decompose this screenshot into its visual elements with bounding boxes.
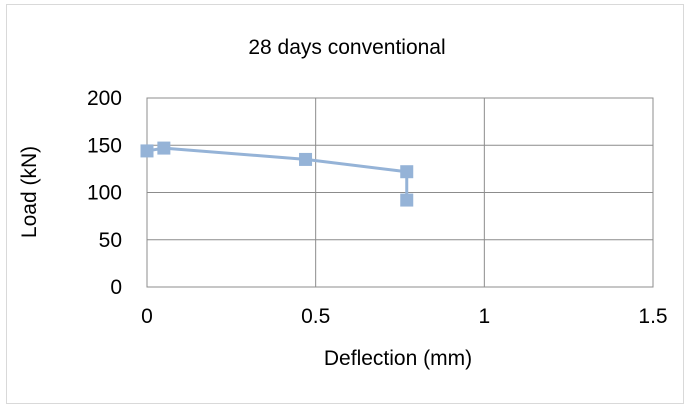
y-axis-ticks: 0 50 100 150 200 bbox=[87, 87, 122, 299]
plot-area bbox=[146, 97, 654, 288]
series-layer bbox=[140, 141, 414, 207]
data-point bbox=[299, 152, 313, 166]
x-tick-label: 1 bbox=[478, 305, 490, 328]
y-tick-label: 0 bbox=[110, 276, 122, 299]
x-tick-label: 0.5 bbox=[301, 305, 330, 328]
y-tick-label: 150 bbox=[87, 134, 122, 157]
grid bbox=[146, 97, 654, 288]
x-tick-label: 0 bbox=[141, 305, 153, 328]
data-point bbox=[157, 141, 171, 155]
y-axis-label: Load (kN) bbox=[18, 146, 41, 238]
y-tick-label: 100 bbox=[87, 182, 122, 205]
x-tick-label: 1.5 bbox=[638, 305, 667, 328]
data-point bbox=[140, 144, 154, 158]
data-point bbox=[400, 193, 414, 207]
data-point bbox=[400, 165, 414, 179]
x-axis-label: Deflection (mm) bbox=[324, 347, 472, 370]
chart-title: 28 days conventional bbox=[248, 36, 445, 59]
plot-area-border bbox=[146, 97, 654, 288]
chart-frame bbox=[6, 4, 684, 404]
y-tick-label: 200 bbox=[87, 87, 122, 110]
y-tick-label: 50 bbox=[99, 229, 122, 252]
x-axis-ticks: 0 0.5 1 1.5 bbox=[141, 305, 667, 328]
